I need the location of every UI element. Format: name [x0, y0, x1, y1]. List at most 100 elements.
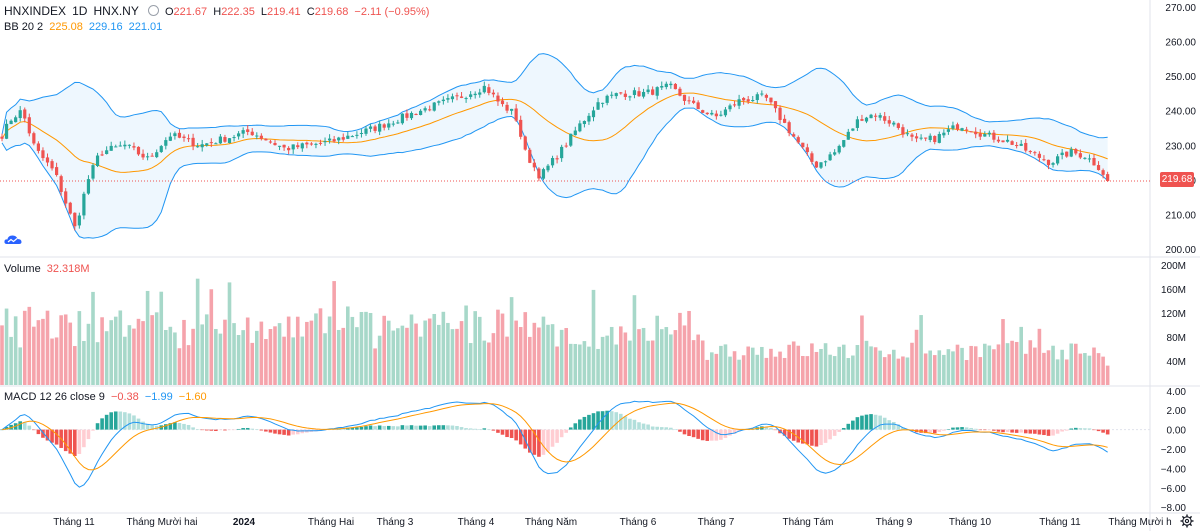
- candle: [105, 146, 109, 155]
- candle-body: [910, 134, 914, 137]
- volume-bar: [505, 336, 509, 385]
- macd-histogram-bar: [291, 429, 295, 435]
- bb-lower-line: [1, 107, 1108, 239]
- candle: [914, 133, 919, 143]
- volume-bar: [368, 312, 373, 385]
- macd-histogram-bar: [1019, 429, 1023, 433]
- volume-bar: [482, 340, 487, 385]
- volume-bar: [750, 347, 755, 385]
- high-value: 222.35: [221, 6, 255, 18]
- candle: [901, 124, 905, 138]
- volume-bar: [969, 345, 973, 385]
- macd-histogram-bar: [250, 428, 255, 430]
- candle-body: [933, 136, 937, 143]
- candle: [792, 132, 796, 137]
- candle: [928, 133, 932, 143]
- volume-bar: [227, 282, 232, 385]
- candle-body: [405, 113, 409, 118]
- macd-histogram-bar: [277, 429, 282, 435]
- macd-histogram-bar: [983, 429, 987, 431]
- price-axis-label: 260.00: [1165, 38, 1196, 49]
- macd-histogram-bar: [264, 429, 268, 432]
- bb-legend[interactable]: BB 20 2 225.08 229.16 221.01: [4, 21, 165, 33]
- candle-body: [378, 123, 382, 132]
- volume-bar: [587, 346, 591, 385]
- macd-histogram-bar: [141, 421, 145, 430]
- interval-label[interactable]: 1D: [72, 4, 88, 18]
- candle: [546, 164, 550, 173]
- volume-bar: [568, 343, 573, 385]
- candle-body: [186, 138, 191, 140]
- candle: [441, 96, 445, 105]
- market-status-icon[interactable]: [147, 5, 159, 16]
- candle-body: [810, 153, 814, 162]
- volume-bar: [159, 291, 164, 385]
- candle-body: [610, 94, 614, 96]
- candle-body: [1078, 153, 1082, 158]
- candle-body: [914, 136, 919, 139]
- candle-body: [814, 161, 819, 168]
- macd-histogram-bar: [646, 424, 650, 430]
- candle-body: [596, 102, 600, 110]
- macd-histogram-bar: [851, 420, 855, 430]
- candle-body: [965, 129, 969, 131]
- tradingview-cloud-icon[interactable]: [4, 233, 22, 245]
- macd-legend[interactable]: MACD 12 26 close 9 −0.38 −1.99 −1.60: [4, 391, 210, 403]
- macd-histogram-bar: [573, 423, 578, 430]
- candle-body: [77, 215, 81, 226]
- macd-histogram-bar: [41, 429, 45, 438]
- candle: [1010, 140, 1014, 146]
- macd-histogram-bar: [45, 429, 50, 441]
- macd-histogram-bar: [1005, 429, 1010, 432]
- volume-bar: [937, 350, 942, 385]
- volume-bar: [582, 341, 587, 385]
- candle: [833, 149, 837, 156]
- macd-histogram-bar: [391, 426, 396, 430]
- candle-body: [946, 129, 950, 132]
- gear-icon[interactable]: [1180, 514, 1194, 528]
- candle-body: [82, 193, 86, 216]
- candle-body: [1015, 145, 1019, 147]
- candle-body: [36, 143, 40, 151]
- volume-bar: [400, 325, 405, 385]
- candle: [992, 130, 996, 143]
- candle: [732, 100, 737, 108]
- volume-bar: [259, 321, 264, 385]
- macd-histogram-bar: [832, 429, 837, 436]
- candle: [1106, 171, 1110, 182]
- macd-histogram-bar: [182, 423, 186, 430]
- volume-bar: [769, 348, 773, 385]
- volume-bar: [714, 353, 719, 385]
- candle: [769, 97, 773, 105]
- macd-histogram-bar: [441, 425, 446, 430]
- macd-histogram-bar: [195, 429, 200, 430]
- volume-legend[interactable]: Volume 32.318M: [4, 263, 93, 275]
- macd-histogram-bar: [951, 427, 955, 430]
- macd-histogram-bar: [477, 429, 482, 430]
- candle-body: [823, 161, 828, 163]
- macd-histogram-bar: [209, 429, 214, 431]
- volume-bar: [173, 332, 177, 385]
- volume-bar: [919, 315, 923, 385]
- volume-bar: [32, 326, 36, 385]
- candle: [409, 111, 414, 120]
- volume-bar: [386, 320, 391, 385]
- candle-body: [614, 93, 618, 97]
- volume-bar: [45, 310, 50, 385]
- macd-histogram-bar: [86, 429, 91, 440]
- volume-bar: [204, 314, 209, 385]
- volume-bar: [491, 333, 496, 385]
- candle: [346, 131, 350, 140]
- candle-body: [628, 96, 632, 98]
- symbol-name[interactable]: HNXINDEX: [4, 4, 67, 18]
- macd-histogram-bar: [359, 426, 364, 430]
- candle: [209, 138, 213, 148]
- volume-bar: [1028, 340, 1033, 385]
- candle-body: [382, 124, 386, 128]
- volume-bar: [942, 354, 946, 385]
- candle-body: [619, 92, 623, 94]
- candle: [855, 116, 859, 131]
- candle-body: [837, 145, 841, 153]
